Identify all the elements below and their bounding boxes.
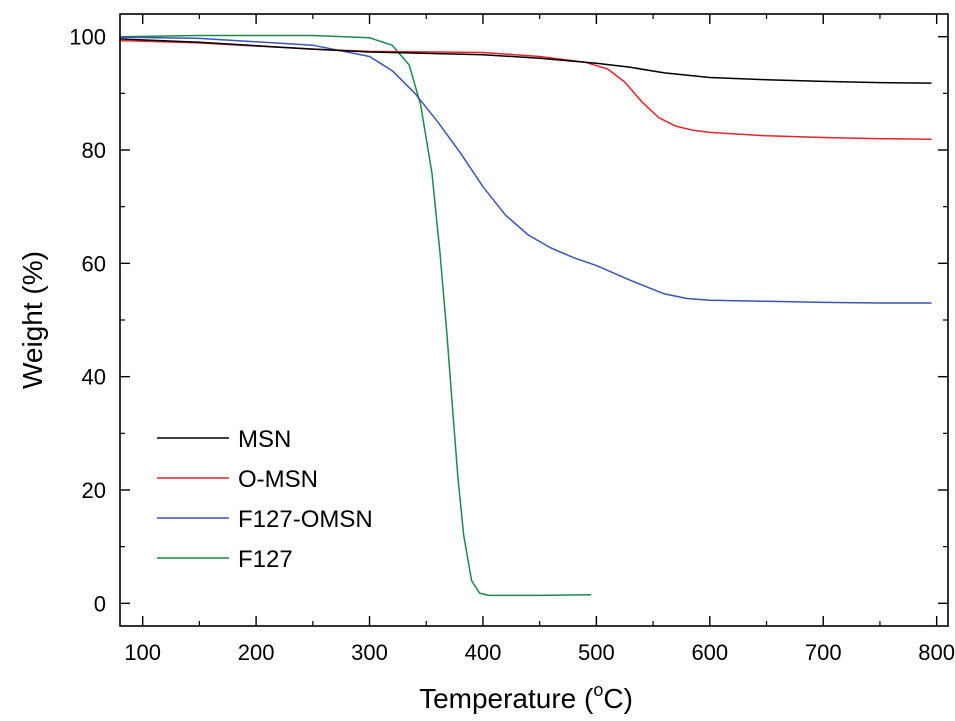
y-tick-label: 60 (82, 251, 106, 276)
y-tick-label: 20 (82, 478, 106, 503)
y-tick-label: 80 (82, 138, 106, 163)
y-axis-label: Weight (%) (17, 251, 48, 389)
x-tick-label: 400 (465, 640, 502, 665)
x-tick-label: 700 (805, 640, 842, 665)
plot-area-frame (120, 14, 948, 626)
x-tick-label: 800 (918, 640, 955, 665)
x-tick-label: 300 (351, 640, 388, 665)
x-tick-label: 600 (691, 640, 728, 665)
x-tick-label: 200 (238, 640, 275, 665)
x-tick-label: 100 (124, 640, 161, 665)
x-axis-label: Temperature (oC) (419, 680, 633, 714)
legend-label-msn: MSN (238, 426, 291, 453)
series-line-f127-omsn (120, 37, 931, 303)
series-line-o-msn (120, 41, 931, 140)
y-tick-label: 40 (82, 365, 106, 390)
axis-ticks: 100 200 300 400 500 600 700 800 0 20 40 60 80 100 (69, 14, 955, 665)
series-line-msn (120, 39, 931, 83)
y-tick-label: 0 (94, 591, 106, 616)
x-axis-label-main: Temperature ( (419, 683, 594, 714)
legend-label-f127-omsn: F127-OMSN (238, 506, 373, 533)
legend-label-f127: F127 (238, 546, 293, 573)
legend: MSN O-MSN F127-OMSN F127 (157, 426, 373, 573)
x-axis-label-degree: o (593, 680, 603, 700)
legend-label-o-msn: O-MSN (238, 466, 318, 493)
x-tick-label: 500 (578, 640, 615, 665)
y-tick-label: 100 (69, 25, 106, 50)
x-axis-label-unit: C) (603, 683, 633, 714)
